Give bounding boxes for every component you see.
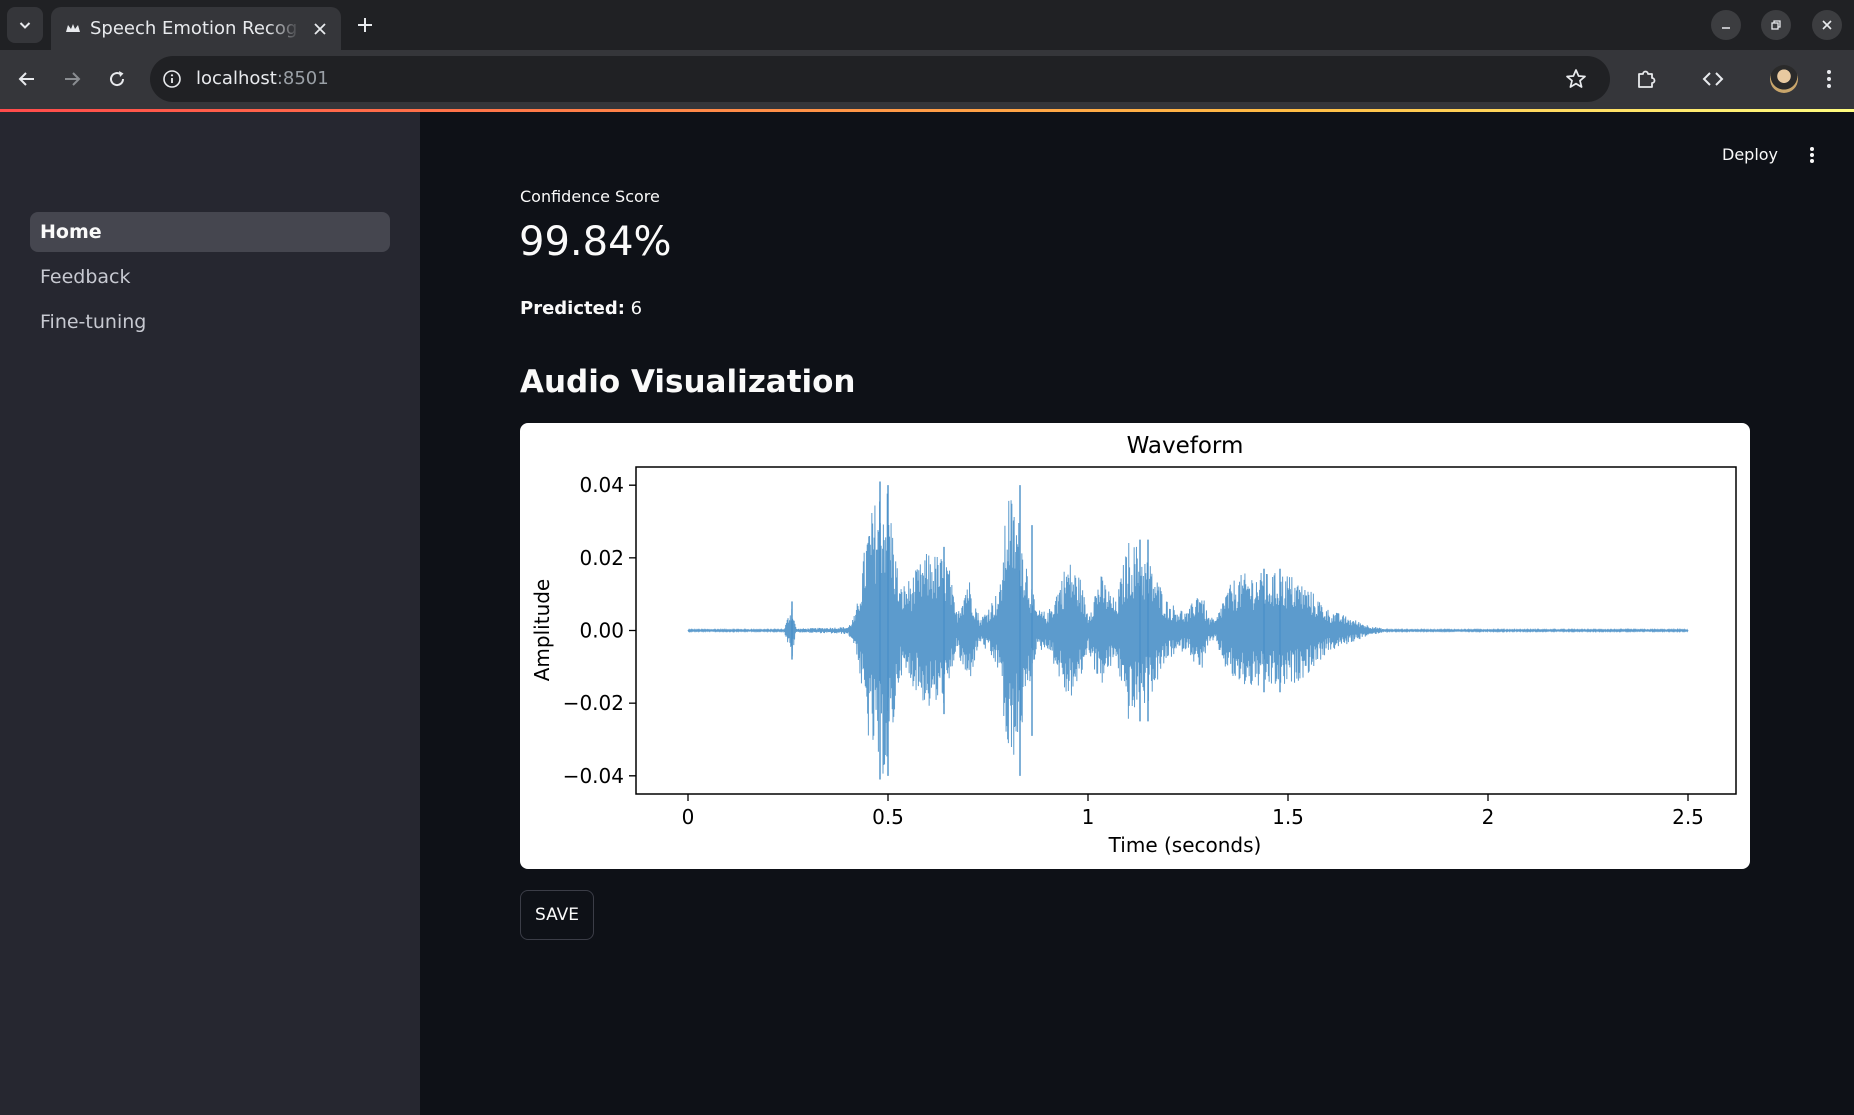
tab-title: Speech Emotion Recognition: [90, 18, 298, 39]
metric-value: 99.84%: [519, 219, 672, 265]
x-tick-label: 2: [1482, 805, 1495, 829]
code-icon: [1702, 72, 1724, 86]
minimize-icon: [1722, 27, 1730, 29]
streamlit-crown-icon: [66, 24, 80, 32]
arrow-right-icon: [65, 72, 81, 86]
chart-title: Waveform: [1127, 433, 1244, 459]
predicted-label: Predicted:: [520, 298, 625, 319]
tab-search-button[interactable]: [7, 7, 43, 43]
address-bar[interactable]: localhost:8501: [150, 56, 1610, 102]
x-tick-label: 0: [682, 805, 695, 829]
url-host: localhost: [196, 68, 277, 89]
minimize-button[interactable]: [1711, 10, 1741, 40]
close-window-button[interactable]: [1812, 10, 1842, 40]
waveform-series-line: [687, 493, 1689, 774]
browser-menu-button[interactable]: [1812, 62, 1846, 96]
extensions-button[interactable]: [1629, 62, 1663, 96]
browser-tab[interactable]: Speech Emotion Recognition: [51, 7, 341, 50]
sidebar: Home Feedback Fine-tuning: [0, 112, 420, 1115]
puzzle-icon: [1638, 70, 1656, 88]
forward-button[interactable]: [55, 62, 89, 96]
reload-icon: [110, 71, 125, 87]
deploy-button[interactable]: Deploy: [1722, 145, 1779, 164]
plot-area: [687, 481, 1689, 780]
reload-button[interactable]: [100, 62, 134, 96]
kebab-icon: [1810, 147, 1814, 163]
restore-button[interactable]: [1761, 10, 1791, 40]
new-tab-button[interactable]: [350, 10, 380, 40]
url-text[interactable]: localhost:8501: [196, 67, 329, 91]
close-icon: [314, 23, 326, 35]
x-axis-label: Time (seconds): [1108, 833, 1262, 857]
y-tick-label: −0.02: [563, 691, 624, 715]
tab-close-button[interactable]: [308, 17, 332, 41]
x-axis: 0 0.5 1 1.5 2 2.5: [682, 794, 1704, 829]
y-tick-label: 0.02: [579, 546, 624, 570]
y-tick-label: 0.04: [579, 473, 624, 497]
sidebar-item-feedback[interactable]: Feedback: [40, 266, 131, 288]
x-tick-label: 1.5: [1272, 805, 1304, 829]
kebab-icon: [1827, 70, 1831, 88]
close-icon: [1822, 20, 1832, 30]
x-tick-label: 2.5: [1672, 805, 1704, 829]
x-tick-label: 1: [1082, 805, 1095, 829]
devtools-button[interactable]: [1696, 62, 1730, 96]
star-icon[interactable]: [1564, 67, 1588, 91]
info-icon[interactable]: [162, 69, 182, 89]
y-axis: 0.04 0.02 0.00 −0.02 −0.04: [563, 473, 636, 788]
restore-icon: [1771, 20, 1781, 30]
metric-label: Confidence Score: [520, 187, 660, 206]
y-tick-label: 0.00: [579, 619, 624, 643]
x-tick-label: 0.5: [872, 805, 904, 829]
sidebar-item-fine-tuning[interactable]: Fine-tuning: [40, 311, 147, 333]
app-menu-button[interactable]: [1797, 140, 1827, 170]
waveform-chart-svg: Waveform 0 0.5 1 1.5 2 2.5 0.04 0.02 0.00 −0.02 −…: [530, 433, 1737, 857]
app-header-decoration: [0, 109, 1854, 112]
save-button[interactable]: SAVE: [520, 890, 594, 940]
profile-avatar[interactable]: [1770, 65, 1798, 93]
predicted-text: Predicted: 6: [520, 296, 642, 322]
y-axis-label: Amplitude: [530, 579, 554, 682]
y-tick-label: −0.04: [563, 764, 624, 788]
tab-title-fade: [268, 15, 300, 41]
chevron-down-icon: [19, 22, 31, 29]
section-title: Audio Visualization: [520, 364, 856, 400]
url-port: :8501: [276, 68, 329, 89]
waveform-chart: Waveform 0 0.5 1 1.5 2 2.5 0.04 0.02 0.00 −0.02 −…: [520, 423, 1750, 869]
predicted-value: 6: [630, 298, 643, 319]
back-button[interactable]: [10, 62, 44, 96]
sidebar-item-home[interactable]: Home: [30, 212, 390, 252]
plus-icon: [358, 18, 372, 32]
arrow-left-icon: [18, 72, 34, 86]
